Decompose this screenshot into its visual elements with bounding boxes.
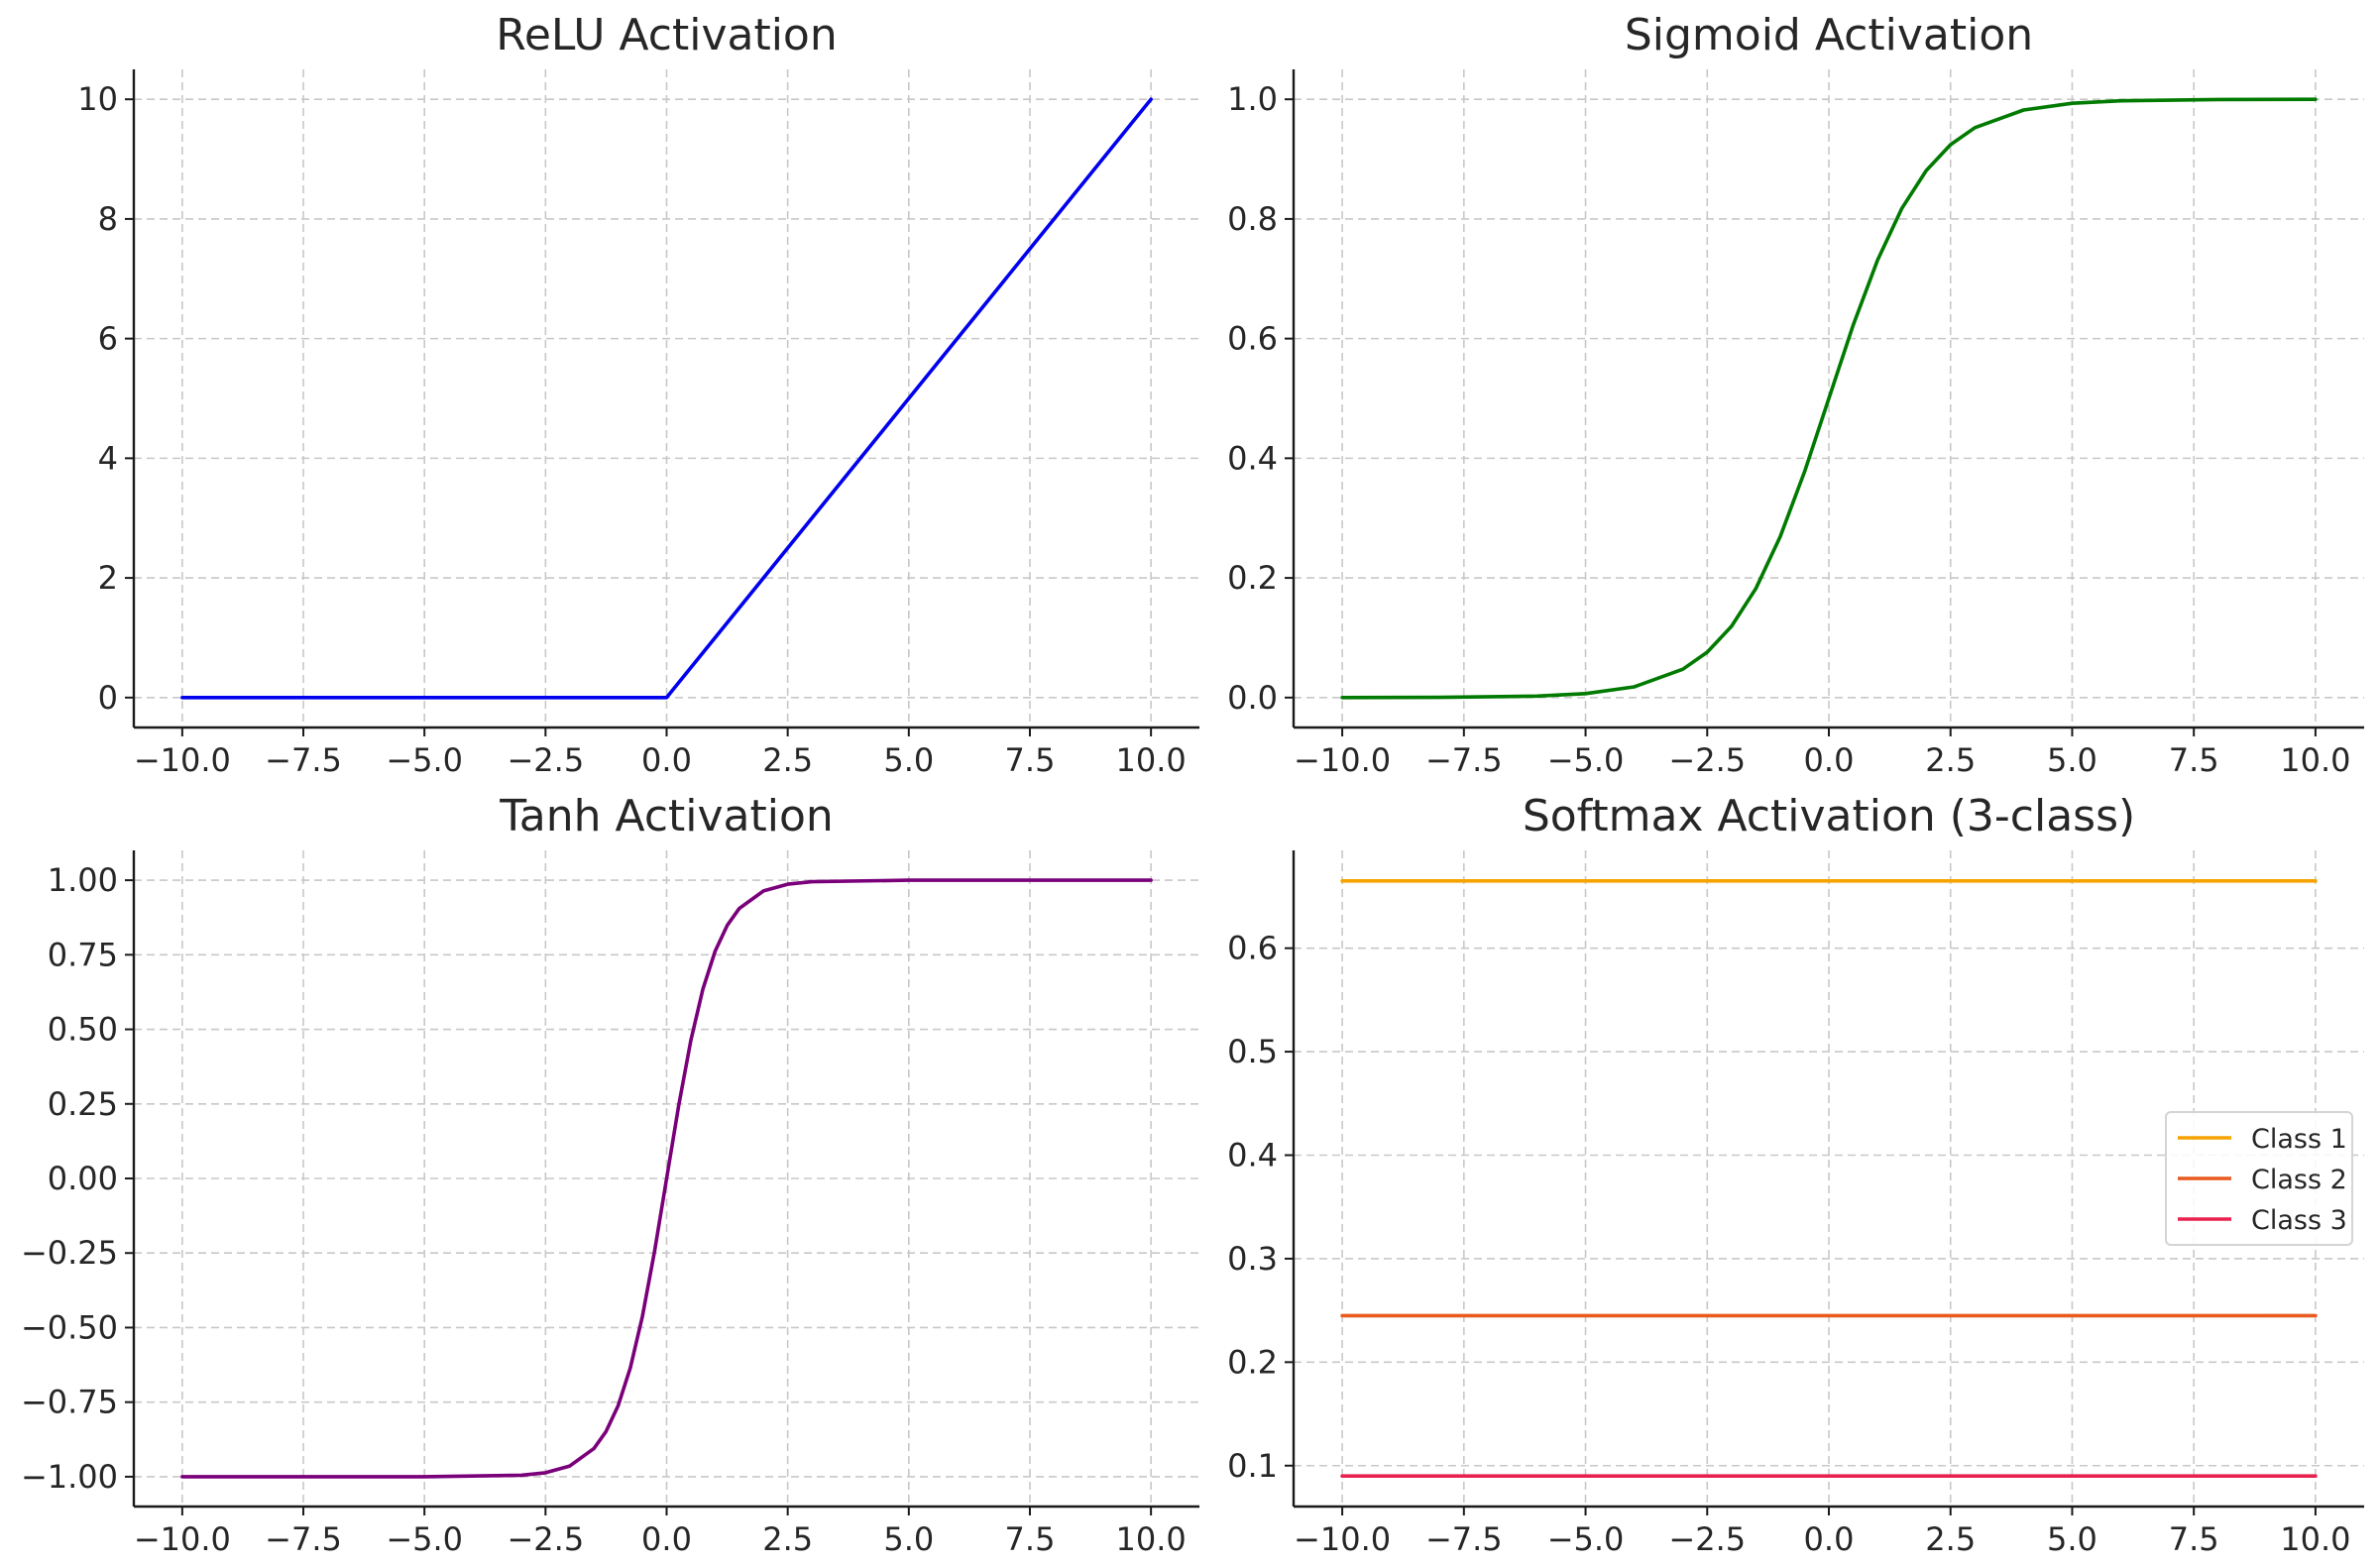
- tanh-x-tick-label: 7.5: [1005, 1520, 1056, 1558]
- sigmoid-x-tick-label: −2.5: [1668, 741, 1746, 779]
- relu-x-tick-label: 7.5: [1005, 741, 1056, 779]
- softmax-x-tick-label: −10.0: [1294, 1520, 1391, 1558]
- relu-x-tick-label: 2.5: [762, 741, 813, 779]
- sigmoid-y-tick-label: 1.0: [1227, 80, 1278, 118]
- relu-x-tick-label: −10.0: [134, 741, 231, 779]
- softmax-x-tick-label: 7.5: [2169, 1520, 2219, 1558]
- relu-y-tick-label: 0: [98, 679, 118, 717]
- softmax-y-tick-label: 0.2: [1227, 1343, 1278, 1381]
- relu-x-tick-label: 0.0: [641, 741, 692, 779]
- tanh-y-tick-label: −1.00: [21, 1458, 118, 1496]
- sigmoid-x-tick-label: 7.5: [2169, 741, 2219, 779]
- sigmoid-x-tick-label: −7.5: [1425, 741, 1503, 779]
- tanh-x-tick-label: 10.0: [1116, 1520, 1187, 1558]
- softmax-y-tick-label: 0.3: [1227, 1240, 1278, 1278]
- tanh-y-tick-label: −0.75: [21, 1384, 118, 1421]
- sigmoid-x-tick-label: 0.0: [1804, 741, 1855, 779]
- sigmoid-y-tick-label: 0.8: [1227, 200, 1278, 238]
- sigmoid-x-tick-label: −5.0: [1547, 741, 1625, 779]
- softmax-x-tick-label: 5.0: [2047, 1520, 2097, 1558]
- relu-y-tick-label: 4: [98, 439, 118, 477]
- softmax-legend: Class 1 Class 2 Class 3: [2165, 1111, 2353, 1246]
- relu-x-tick-label: −7.5: [265, 741, 342, 779]
- tanh-y-tick-label: 0.25: [48, 1085, 118, 1123]
- softmax-x-tick-label: −2.5: [1668, 1520, 1746, 1558]
- relu-chart-title: ReLU Activation: [496, 10, 837, 60]
- sigmoid-x-tick-label: 2.5: [1925, 741, 1976, 779]
- sigmoid-x-tick-label: 5.0: [2047, 741, 2097, 779]
- softmax-chart-title: Softmax Activation (3-class): [1523, 791, 2135, 841]
- sigmoid-x-tick-label: −10.0: [1294, 741, 1391, 779]
- sigmoid-chart-panel: −10.0 −7.5 −5.0 −2.5 0.0 2.5 5.0 7.5 10.0 0.0 0.2 0…: [1227, 10, 2364, 779]
- tanh-chart-title: Tanh Activation: [499, 791, 834, 841]
- softmax-y-tick-label: 0.5: [1227, 1033, 1278, 1070]
- tanh-y-tick-label: 0.75: [48, 936, 118, 973]
- tanh-x-tick-label: −7.5: [265, 1520, 342, 1558]
- sigmoid-y-tick-label: 0.6: [1227, 320, 1278, 358]
- tanh-x-tick-label: −10.0: [134, 1520, 231, 1558]
- relu-y-tick-label: 8: [98, 200, 118, 238]
- tanh-y-tick-label: 0.50: [48, 1011, 118, 1049]
- tanh-x-tick-label: −5.0: [386, 1520, 463, 1558]
- relu-y-tick-label: 2: [98, 559, 118, 597]
- tanh-y-tick-label: −0.50: [21, 1308, 118, 1346]
- relu-x-tick-label: 10.0: [1116, 741, 1187, 779]
- softmax-x-tick-label: 0.0: [1804, 1520, 1855, 1558]
- sigmoid-x-tick-label: 10.0: [2280, 741, 2350, 779]
- tanh-x-tick-label: 5.0: [883, 1520, 934, 1558]
- tanh-chart-panel: −10.0 −7.5 −5.0 −2.5 0.0 2.5 5.0 7.5 10.0 −1.00 −0…: [21, 791, 1199, 1558]
- relu-x-tick-label: −2.5: [507, 741, 584, 779]
- tanh-y-tick-label: −0.25: [21, 1234, 118, 1272]
- softmax-y-tick-label: 0.1: [1227, 1447, 1278, 1485]
- softmax-y-tick-label: 0.4: [1227, 1137, 1278, 1174]
- sigmoid-y-tick-label: 0.0: [1227, 679, 1278, 717]
- tanh-x-tick-label: 2.5: [762, 1520, 813, 1558]
- relu-x-tick-label: −5.0: [386, 741, 463, 779]
- softmax-legend-label: Class 3: [2251, 1205, 2347, 1236]
- tanh-series-line-1: [180, 878, 1153, 1479]
- softmax-x-tick-label: 2.5: [1925, 1520, 1976, 1558]
- relu-y-tick-label: 6: [98, 320, 118, 358]
- tanh-x-tick-label: 0.0: [641, 1520, 692, 1558]
- sigmoid-chart-title: Sigmoid Activation: [1625, 10, 2033, 60]
- softmax-x-tick-label: −5.0: [1547, 1520, 1625, 1558]
- softmax-x-tick-label: 10.0: [2280, 1520, 2350, 1558]
- relu-series-line-1: [180, 97, 1153, 700]
- sigmoid-series-line-1: [1340, 97, 2318, 700]
- softmax-y-tick-label: 0.6: [1227, 930, 1278, 967]
- tanh-y-tick-label: 1.00: [48, 861, 118, 899]
- relu-x-tick-label: 5.0: [883, 741, 934, 779]
- relu-y-tick-label: 10: [77, 80, 118, 118]
- softmax-x-tick-label: −7.5: [1425, 1520, 1503, 1558]
- relu-chart-panel: −10.0 −7.5 −5.0 −2.5 0.0 2.5 5.0 7.5 10.0 0 2 4 6 8 10…: [77, 10, 1199, 779]
- softmax-legend-frame: [2165, 1111, 2353, 1246]
- tanh-x-tick-label: −2.5: [507, 1520, 584, 1558]
- softmax-legend-label: Class 2: [2251, 1165, 2347, 1195]
- sigmoid-y-tick-label: 0.2: [1227, 559, 1278, 597]
- sigmoid-y-tick-label: 0.4: [1227, 439, 1278, 477]
- tanh-y-tick-label: 0.00: [48, 1160, 118, 1197]
- softmax-legend-label: Class 1: [2251, 1124, 2347, 1155]
- softmax-chart-panel: −10.0 −7.5 −5.0 −2.5 0.0 2.5 5.0 7.5 10.0 0.1 0.2 0…: [1227, 791, 2364, 1558]
